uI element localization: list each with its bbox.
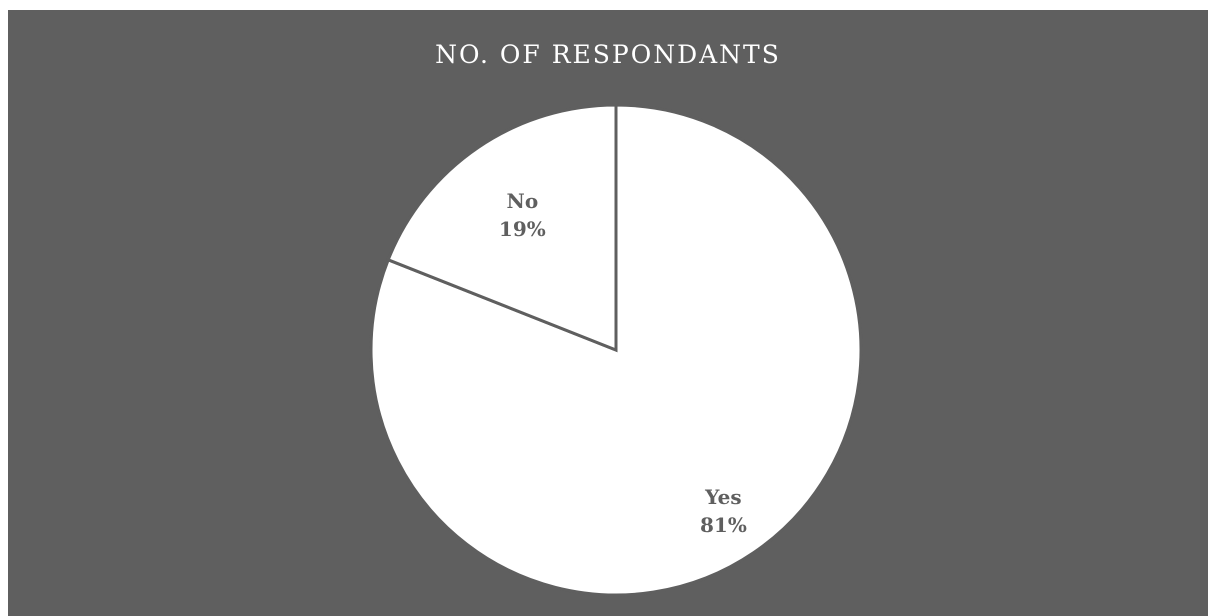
pie-slice-yes <box>369 103 863 597</box>
pie-slice-no <box>386 103 618 353</box>
pie-chart: Yes 81% No 19% <box>369 103 863 597</box>
data-label-percent: 19% <box>499 217 546 241</box>
data-label-yes: Yes 81% <box>700 485 747 537</box>
data-label-category: Yes <box>704 485 742 509</box>
data-label-category: No <box>507 189 539 213</box>
data-label-no: No 19% <box>499 189 546 241</box>
data-label-percent: 81% <box>700 513 747 537</box>
chart-title: NO. OF RESPONDANTS <box>435 40 781 69</box>
chart-area: NO. OF RESPONDANTS Yes 81% No 19% <box>8 10 1208 616</box>
